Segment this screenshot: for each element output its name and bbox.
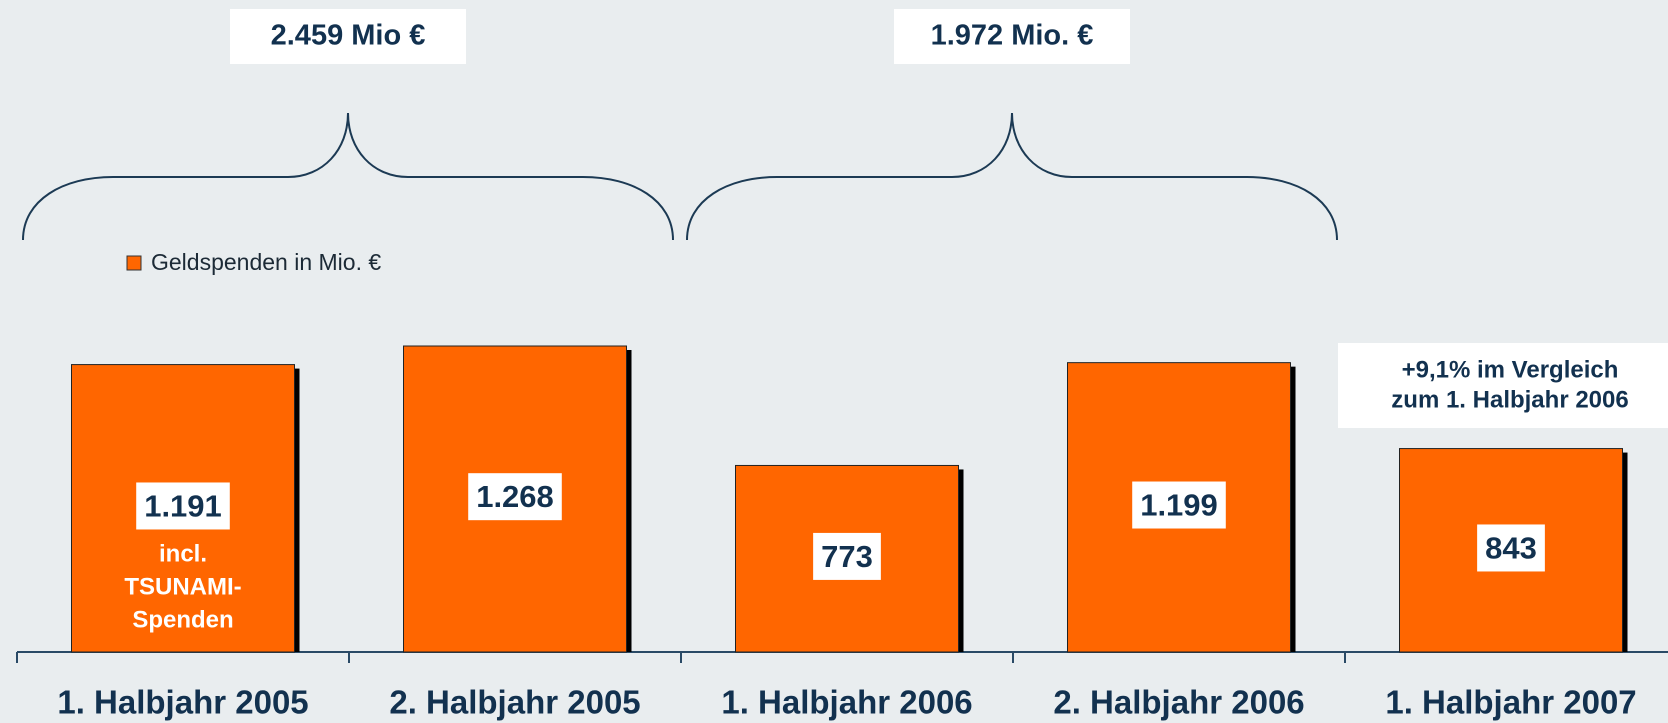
brace-label: 2.459 Mio €	[271, 20, 426, 52]
value-label-box	[1132, 481, 1226, 529]
annotation: +9,1% im Vergleich	[1402, 356, 1619, 383]
x-tick-label: 1. Halbjahr 2005	[57, 684, 308, 721]
brace-label-box	[894, 9, 1130, 64]
value-label: 1.268	[476, 479, 554, 514]
value-label: 843	[1485, 530, 1537, 565]
brace-label-box	[230, 9, 466, 64]
value-label-box	[468, 473, 562, 521]
value-label-box	[813, 532, 881, 580]
bar-note: TSUNAMI-	[124, 573, 241, 600]
value-label-box	[1477, 524, 1545, 572]
value-label: 1.199	[1140, 488, 1218, 523]
x-tick-label: 1. Halbjahr 2007	[1385, 684, 1636, 721]
annotation: zum 1. Halbjahr 2006	[1391, 386, 1628, 413]
brace	[22, 112, 674, 241]
x-tick-label: 2. Halbjahr 2006	[1053, 684, 1304, 721]
annotation-box	[1338, 343, 1668, 428]
x-tick-label: 2. Halbjahr 2005	[389, 684, 640, 721]
legend-label: Geldspenden in Mio. €	[151, 249, 381, 275]
value-label-box	[136, 482, 230, 530]
bar-note: Spenden	[132, 606, 233, 633]
bar-note: incl.	[159, 540, 207, 567]
value-label: 773	[821, 539, 873, 574]
value-label: 1.191	[144, 488, 222, 523]
legend-swatch	[126, 255, 142, 271]
x-tick-label: 1. Halbjahr 2006	[721, 684, 972, 721]
brace	[686, 112, 1338, 241]
brace-label: 1.972 Mio. €	[931, 20, 1094, 52]
